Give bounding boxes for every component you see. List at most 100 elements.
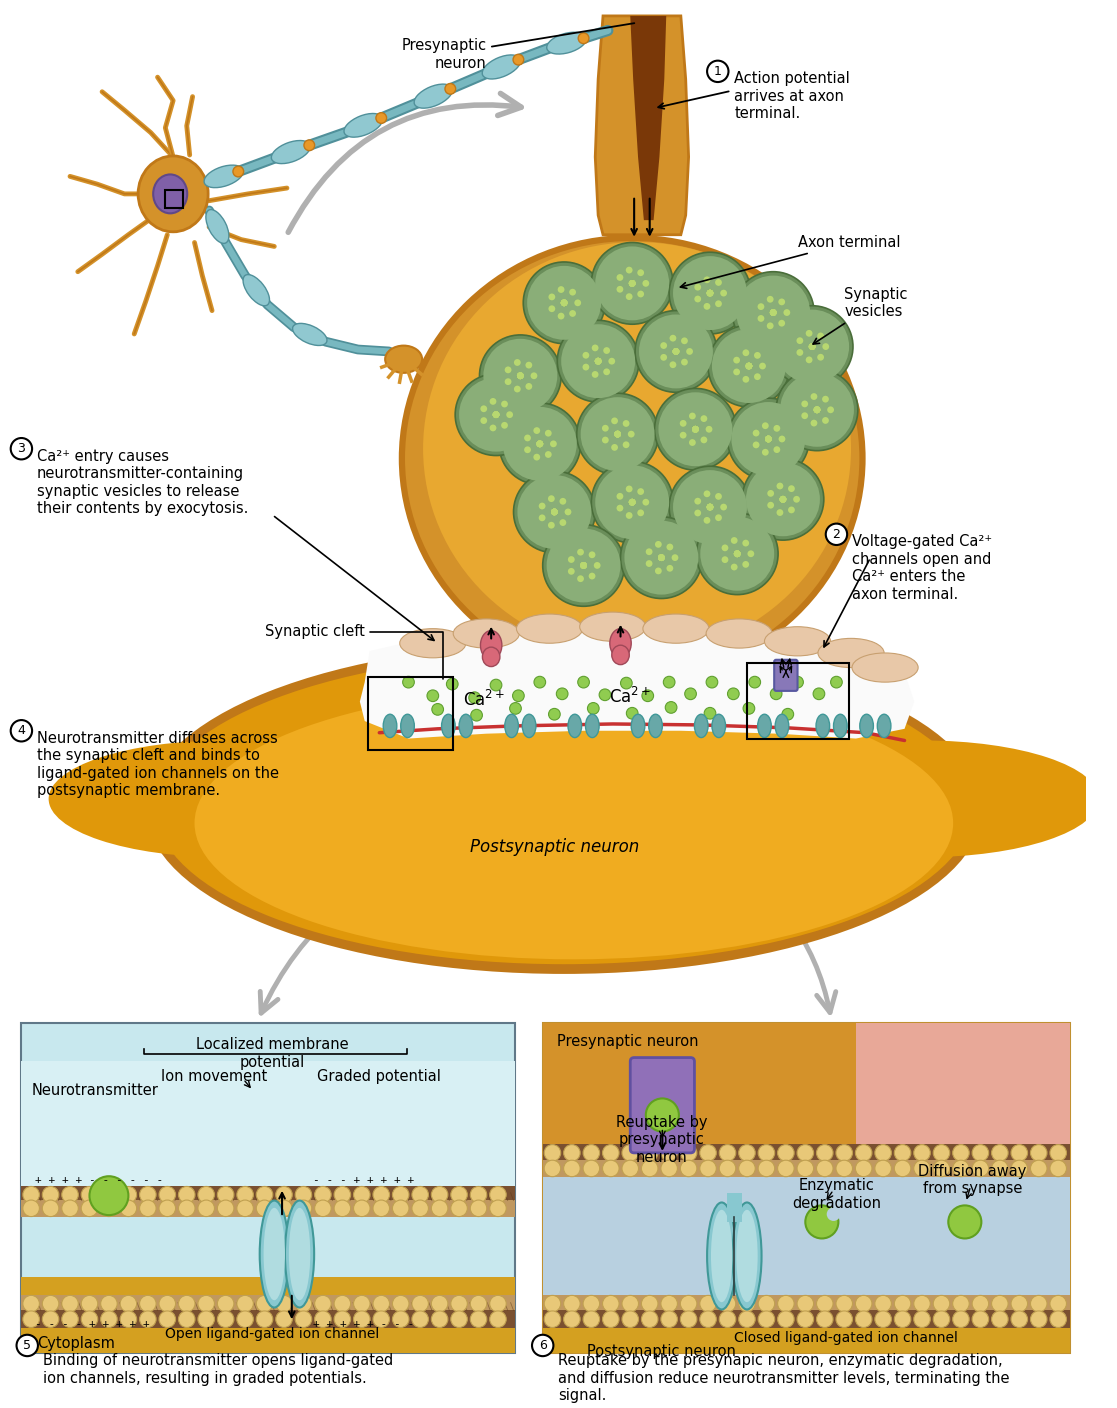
Text: Presynaptic neuron: Presynaptic neuron	[557, 1035, 699, 1049]
Circle shape	[583, 1311, 600, 1328]
Circle shape	[780, 496, 786, 503]
Circle shape	[489, 1187, 506, 1202]
Circle shape	[614, 431, 621, 438]
Circle shape	[121, 1311, 136, 1328]
Circle shape	[42, 1200, 59, 1217]
Circle shape	[218, 1295, 233, 1312]
Ellipse shape	[733, 1202, 762, 1309]
Circle shape	[780, 496, 786, 503]
Circle shape	[641, 1160, 658, 1177]
Ellipse shape	[480, 631, 502, 660]
Circle shape	[669, 362, 676, 367]
Circle shape	[809, 344, 815, 351]
Circle shape	[603, 348, 610, 353]
Circle shape	[780, 496, 786, 503]
Circle shape	[431, 1311, 448, 1328]
Circle shape	[567, 567, 575, 574]
Circle shape	[914, 1145, 930, 1162]
Circle shape	[831, 676, 842, 689]
Ellipse shape	[401, 714, 414, 738]
Circle shape	[592, 345, 599, 352]
Circle shape	[470, 710, 483, 721]
Circle shape	[489, 1200, 506, 1217]
Circle shape	[661, 1145, 677, 1162]
Circle shape	[523, 262, 605, 344]
Circle shape	[602, 1295, 619, 1312]
Circle shape	[765, 435, 772, 442]
Circle shape	[767, 490, 774, 497]
Circle shape	[469, 691, 480, 704]
Circle shape	[809, 344, 815, 351]
Circle shape	[1050, 1145, 1067, 1162]
Circle shape	[198, 1187, 214, 1202]
Bar	[21, 1311, 515, 1328]
Ellipse shape	[612, 645, 629, 665]
Circle shape	[101, 1295, 117, 1312]
Circle shape	[817, 1295, 833, 1312]
Circle shape	[825, 524, 847, 545]
Circle shape	[629, 280, 636, 287]
Circle shape	[527, 266, 601, 339]
Circle shape	[674, 470, 747, 543]
Text: Synaptic
vesicles: Synaptic vesicles	[813, 287, 908, 344]
Circle shape	[722, 545, 728, 552]
Ellipse shape	[383, 714, 397, 738]
Circle shape	[295, 1187, 312, 1202]
Circle shape	[754, 352, 761, 359]
Circle shape	[658, 555, 665, 560]
FancyArrowPatch shape	[288, 93, 522, 232]
Circle shape	[992, 1145, 1009, 1162]
Circle shape	[745, 363, 753, 369]
Circle shape	[629, 280, 636, 287]
Circle shape	[592, 372, 599, 377]
Circle shape	[738, 1145, 755, 1162]
Circle shape	[734, 551, 741, 558]
Circle shape	[777, 1160, 794, 1177]
Circle shape	[765, 435, 772, 442]
Circle shape	[669, 466, 751, 548]
Circle shape	[551, 508, 557, 515]
Ellipse shape	[399, 235, 866, 681]
Ellipse shape	[204, 165, 244, 187]
Circle shape	[595, 246, 669, 321]
Circle shape	[315, 1200, 331, 1217]
Circle shape	[622, 1295, 639, 1312]
Circle shape	[551, 508, 557, 515]
Circle shape	[699, 1145, 716, 1162]
Circle shape	[895, 1311, 910, 1328]
Text: Enzymatic
degradation: Enzymatic degradation	[792, 1178, 881, 1211]
Circle shape	[734, 551, 741, 558]
Text: 1: 1	[714, 65, 722, 77]
Ellipse shape	[712, 1209, 733, 1302]
Circle shape	[503, 407, 576, 480]
Circle shape	[392, 1295, 409, 1312]
Circle shape	[680, 1145, 697, 1162]
Circle shape	[545, 429, 552, 436]
Circle shape	[629, 498, 636, 505]
Circle shape	[544, 1160, 561, 1177]
Circle shape	[672, 348, 679, 355]
Circle shape	[493, 411, 499, 418]
Circle shape	[655, 541, 661, 548]
Circle shape	[629, 498, 636, 505]
Circle shape	[667, 543, 674, 551]
Circle shape	[218, 1200, 233, 1217]
Circle shape	[198, 1311, 214, 1328]
Ellipse shape	[818, 638, 884, 667]
Circle shape	[334, 1200, 351, 1217]
Circle shape	[602, 1160, 619, 1177]
Circle shape	[557, 321, 639, 403]
Text: Binding of neurotransmitter opens ligand-gated
ion channels, resulting in graded: Binding of neurotransmitter opens ligand…	[42, 1353, 393, 1385]
Circle shape	[699, 1160, 716, 1177]
Circle shape	[198, 1200, 214, 1217]
Circle shape	[796, 338, 803, 344]
Circle shape	[992, 1311, 1009, 1328]
Circle shape	[121, 1295, 136, 1312]
Circle shape	[642, 280, 649, 287]
Circle shape	[505, 366, 512, 373]
Bar	[747, 663, 849, 739]
Circle shape	[354, 1200, 370, 1217]
Circle shape	[646, 1098, 679, 1132]
Circle shape	[580, 562, 586, 569]
Circle shape	[836, 1311, 852, 1328]
